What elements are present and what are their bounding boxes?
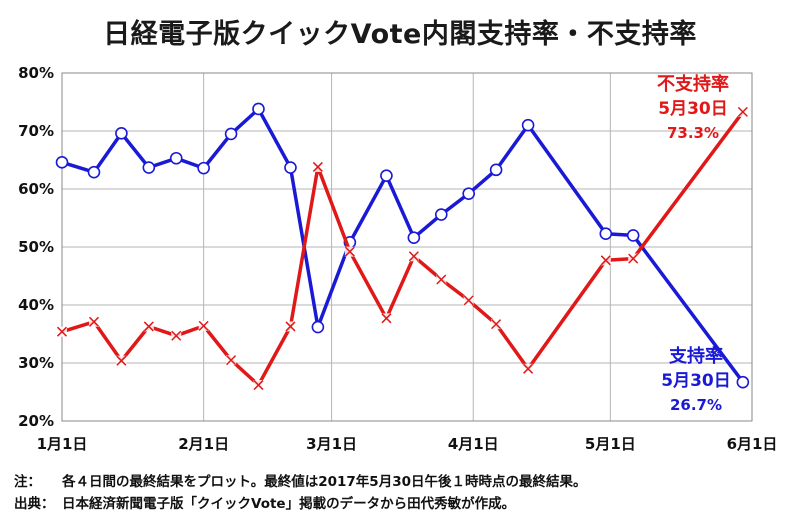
chart-title: 日経電子版クイックVote内閣支持率・不支持率 [103,19,697,50]
data-point [736,375,750,389]
note-label: 注： [14,474,41,490]
data-point [284,161,297,174]
x-tick-label: 4月1日 [448,435,499,453]
marker-x [253,380,264,391]
marker-x [737,106,748,117]
marker-x [463,295,474,306]
data-point [626,229,640,242]
annotation-disapproval: 不支持率 5月30日 73.3% [657,73,729,142]
y-tick-label: 20% [18,412,54,430]
annotation-line: 26.7% [670,396,722,414]
data-point [169,151,183,165]
data-point [463,295,474,306]
data-point [55,156,69,169]
data-point [344,246,355,257]
data-point [143,321,154,332]
data-point [224,127,238,141]
data-point [600,255,611,266]
marker-x [88,316,100,327]
plot-frame [61,72,753,422]
data-point [312,161,323,172]
data-point [407,231,421,245]
x-tick-label: 5月1日 [585,435,636,453]
marker-x [56,326,68,337]
y-tick-label: 80% [18,64,54,82]
data-point [491,319,502,330]
marker-x [491,319,502,330]
data-point [436,274,447,285]
marker-x [312,161,323,172]
annotation-line: 5月30日 [661,371,731,391]
x-tick-label: 3月1日 [306,435,357,453]
source-label: 出典： [14,496,55,512]
data-point [523,363,534,374]
marker-x [198,320,209,331]
grid [61,72,753,422]
y-tick-label: 40% [18,296,54,314]
data-point [115,127,128,140]
data-point [198,320,209,331]
annotations: 不支持率 5月30日 73.3% 支持率 5月30日 26.7% [657,73,731,414]
data-point [197,161,210,175]
annotation-line: 不支持率 [657,73,729,95]
source-text: 日本経済新聞電子版「クイックVote」掲載のデータから田代秀敏が作成。 [62,496,516,512]
data-point [171,330,182,341]
data-point [88,316,100,327]
annotation-support: 支持率 5月30日 26.7% [661,345,731,414]
data-point [737,106,748,117]
marker-x [381,313,392,324]
y-tick-label: 70% [18,122,54,140]
x-tick-label: 6月1日 [727,435,778,453]
y-tick-label: 30% [18,354,54,372]
marker-x [143,321,154,332]
data-point [253,380,264,391]
data-point [380,169,393,182]
marker-x [116,355,127,366]
note-text: 各４日間の最終結果をプロット。最終値は2017年5月30日午後１時時点の最終結果… [62,474,587,490]
data-point [87,165,101,179]
y-tick-label: 50% [18,238,54,256]
y-tick-label: 60% [18,180,54,198]
annotation-line: 支持率 [668,345,723,367]
series-line [61,110,745,387]
x-tick-label: 2月1日 [178,435,229,453]
data-point [521,118,535,132]
annotation-line: 73.3% [667,124,719,142]
marker-x [171,330,182,341]
data-point [434,208,448,221]
marker-x [285,321,296,332]
data-point [285,321,296,332]
data-point [142,161,156,174]
series [55,102,750,391]
data-point [599,227,613,240]
marker-x [436,274,447,285]
data-point [381,313,392,324]
marker-x [408,251,419,262]
note-row: 注： 各４日間の最終結果をプロット。最終値は2017年5月30日午後１時時点の最終… [14,471,794,493]
marker-x [523,363,534,374]
marker-x [344,246,355,257]
data-point [489,163,503,177]
data-point [408,251,419,262]
series-2 [56,106,748,391]
marker-x [628,253,639,264]
data-point [311,320,325,334]
data-point [252,102,265,116]
data-point [226,355,237,366]
series-1 [55,102,750,389]
data-point [462,187,475,200]
axes: 20% 30% 40% 50% 60% 70% 80% 1月1日 2月1日 3月1日 4月1日 5月1… [18,64,777,453]
x-tick-label: 1月1日 [37,435,88,453]
annotation-line: 5月30日 [658,99,728,119]
data-point [628,253,639,264]
data-point [56,326,68,337]
data-point [116,355,127,366]
marker-x [600,255,611,266]
series-line [61,107,745,384]
source-row: 出典： 日本経済新聞電子版「クイックVote」掲載のデータから田代秀敏が作成。 [14,493,794,515]
marker-x [226,355,237,366]
footnotes: 注： 各４日間の最終結果をプロット。最終値は2017年5月30日午後１時時点の最終… [14,471,794,515]
